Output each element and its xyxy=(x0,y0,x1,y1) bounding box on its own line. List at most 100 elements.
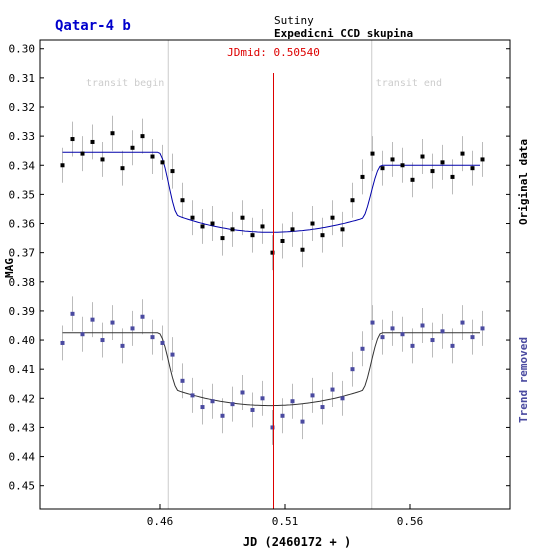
trend-removed-data-point xyxy=(170,352,175,357)
original-data-point xyxy=(470,166,475,171)
trend-removed-data-point xyxy=(300,419,305,424)
observer-info: Sutiny Expedicni CCD skupina xyxy=(274,14,413,40)
original-data-point xyxy=(200,224,205,229)
original-data-point xyxy=(220,236,225,241)
original-data-point xyxy=(440,160,445,165)
original-data-point xyxy=(60,163,65,168)
series-label-original: Original data xyxy=(517,139,530,225)
y-tick-label: 0.42 xyxy=(9,392,36,405)
original-data-point xyxy=(190,215,195,220)
trend-removed-data-point xyxy=(330,387,335,392)
original-data-point xyxy=(310,221,315,226)
trend-removed-data-point xyxy=(270,425,275,430)
y-tick-label: 0.31 xyxy=(9,72,36,85)
original-data-point xyxy=(460,151,465,156)
original-data-point xyxy=(290,227,295,232)
y-tick-label: 0.30 xyxy=(9,43,36,56)
original-data-point xyxy=(150,154,155,159)
trend-removed-data-point xyxy=(440,329,445,334)
trend-removed-data-point xyxy=(400,332,405,337)
trend-removed-data-point xyxy=(280,413,285,418)
trend-removed-data-point xyxy=(150,335,155,340)
trend-removed-data-point xyxy=(190,393,195,398)
y-tick-label: 0.40 xyxy=(9,334,36,347)
original-data-point xyxy=(380,166,385,171)
original-data-point xyxy=(100,157,105,162)
trend-removed-data-point xyxy=(100,338,105,343)
trend-removed-data-point xyxy=(220,413,225,418)
original-data-point xyxy=(390,157,395,162)
original-data-point xyxy=(180,198,185,203)
original-data-point xyxy=(370,151,375,156)
y-axis-label: MAG xyxy=(3,258,16,278)
original-data-point xyxy=(280,239,285,243)
y-tick-label: 0.44 xyxy=(9,451,36,464)
trend-removed-model-curve xyxy=(62,332,480,407)
trend-removed-data-point xyxy=(290,399,295,404)
original-data-point xyxy=(130,145,135,150)
original-data-point xyxy=(400,163,405,168)
x-tick-label: 0.51 xyxy=(272,515,299,528)
original-data-point xyxy=(300,247,305,252)
original-data-point xyxy=(430,169,435,174)
chart-title: Qatar-4 b xyxy=(55,18,131,34)
trend-removed-data-point xyxy=(210,399,215,404)
trend-removed-data-point xyxy=(200,405,205,410)
transit-begin-label: transit begin xyxy=(86,78,164,89)
trend-removed-data-point xyxy=(60,340,65,345)
trend-removed-data-point xyxy=(130,326,135,331)
trend-removed-data-point xyxy=(320,405,325,410)
original-data-point xyxy=(260,224,265,229)
original-data-point xyxy=(330,215,335,220)
original-data-point xyxy=(230,227,235,232)
trend-removed-data-point xyxy=(160,340,165,345)
trend-removed-data-point xyxy=(350,367,355,372)
trend-removed-data-point xyxy=(90,317,95,322)
original-data-point xyxy=(240,215,245,220)
trend-removed-data-point xyxy=(80,332,85,337)
trend-removed-data-point xyxy=(340,396,345,401)
trend-removed-data-point xyxy=(230,402,235,407)
original-data-point xyxy=(90,139,95,144)
original-data-point xyxy=(480,157,485,162)
trend-removed-data-point xyxy=(310,393,315,398)
y-tick-label: 0.38 xyxy=(9,276,36,289)
original-data-point xyxy=(340,227,345,232)
series-label-trend-removed: Trend removed xyxy=(517,337,530,423)
y-tick-label: 0.32 xyxy=(9,101,36,114)
plot-frame xyxy=(39,39,511,510)
transit-end-label: transit end xyxy=(376,78,442,89)
trend-removed-data-point xyxy=(370,320,375,325)
trend-removed-data-point xyxy=(430,338,435,343)
original-data-point xyxy=(250,233,255,238)
trend-removed-data-point xyxy=(480,326,485,331)
trend-removed-data-point xyxy=(460,320,465,325)
original-data-point xyxy=(120,166,125,171)
trend-removed-data-point xyxy=(360,346,365,351)
y-tick-label: 0.35 xyxy=(9,188,36,201)
trend-removed-data-point xyxy=(140,314,145,319)
trend-removed-data-point xyxy=(450,343,455,348)
original-data-point xyxy=(70,137,75,142)
original-data-point xyxy=(410,177,415,182)
y-tick-label: 0.45 xyxy=(9,480,36,493)
y-tick-label: 0.36 xyxy=(9,218,36,231)
x-axis-label: JD (2460172 + ) xyxy=(243,535,351,549)
trend-removed-data-point xyxy=(180,378,185,383)
observatory-name: Sutiny xyxy=(274,14,314,27)
y-tick-label: 0.39 xyxy=(9,305,36,318)
x-tick-label: 0.56 xyxy=(397,515,424,528)
y-tick-label: 0.37 xyxy=(9,247,36,260)
jdmid-label: JDmid: 0.50540 xyxy=(227,46,320,59)
trend-removed-data-point xyxy=(420,323,425,328)
original-data-point xyxy=(450,174,455,179)
original-data-point xyxy=(420,154,425,159)
trend-removed-data-point xyxy=(390,326,395,331)
y-tick-label: 0.33 xyxy=(9,130,36,143)
original-data-point xyxy=(140,134,145,139)
group-name: Expedicni CCD skupina xyxy=(274,27,414,40)
trend-removed-data-point xyxy=(110,320,115,325)
original-data-point xyxy=(110,131,115,136)
original-data-point xyxy=(80,151,85,156)
